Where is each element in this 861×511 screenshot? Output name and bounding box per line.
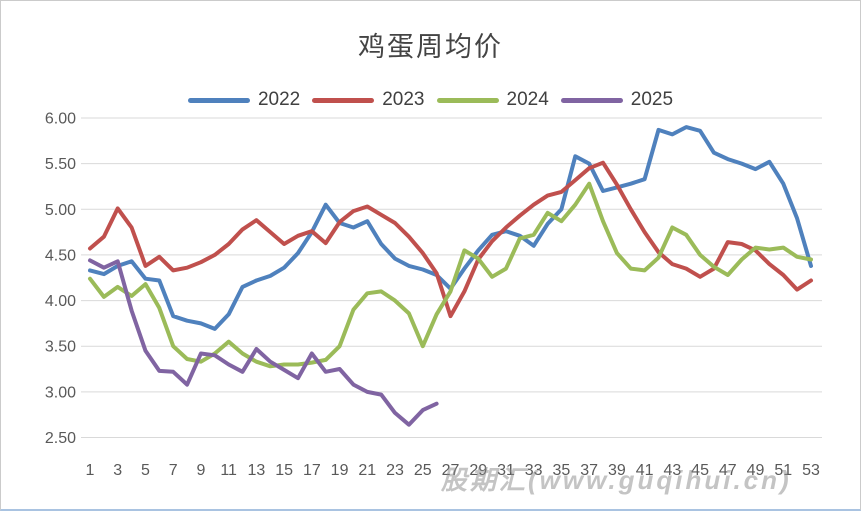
x-tick-label: 39: [608, 462, 626, 479]
legend-item-2022: 2022: [187, 89, 301, 111]
x-tick-label: 35: [553, 462, 571, 479]
x-tick-label: 21: [358, 462, 376, 479]
x-tick-label: 25: [414, 462, 432, 479]
y-tick-label: 3.00: [45, 384, 76, 401]
y-tick-label: 4.00: [45, 293, 76, 310]
x-tick-label: 1: [86, 462, 95, 479]
x-tick-label: 45: [691, 462, 709, 479]
legend-label-2024: 2024: [506, 89, 549, 110]
y-tick-label: 5.00: [45, 202, 76, 219]
legend-item-2025: 2025: [560, 89, 674, 111]
x-tick-label: 29: [469, 462, 487, 479]
x-tick-label: 13: [247, 462, 265, 479]
chart-legend: 2022 2023 2024 2025: [1, 89, 860, 111]
legend-swatch-2022: [187, 97, 250, 103]
chart-title: 鸡蛋周均价: [358, 32, 503, 62]
x-tick-label: 51: [774, 462, 792, 479]
x-tick-label: 17: [303, 462, 321, 479]
x-tick-label: 7: [169, 462, 178, 479]
y-tick-label: 6.00: [45, 111, 76, 128]
x-tick-label: 5: [141, 462, 150, 479]
x-tick-label: 33: [525, 462, 543, 479]
x-tick-label: 31: [497, 462, 515, 479]
x-tick-label: 3: [113, 462, 122, 479]
x-tick-label: 43: [663, 462, 681, 479]
x-tick-label: 47: [719, 462, 737, 479]
y-tick-label: 5.50: [45, 156, 76, 173]
legend-swatch-2023: [312, 97, 375, 103]
legend-swatch-2025: [560, 97, 623, 103]
legend-item-2024: 2024: [436, 89, 549, 111]
series-line-2022: [88, 125, 813, 331]
series-line-2025: [88, 258, 439, 427]
x-tick-label: 15: [275, 462, 293, 479]
legend-item-2023: 2023: [312, 89, 425, 111]
x-tick-label: 27: [442, 462, 460, 479]
x-tick-label: 9: [196, 462, 205, 479]
legend-label-2025: 2025: [630, 89, 674, 110]
x-tick-label: 37: [580, 462, 598, 479]
x-tick-label: 53: [802, 462, 820, 479]
y-tick-label: 4.50: [45, 247, 76, 264]
y-tick-label: 3.50: [45, 339, 76, 356]
x-tick-label: 23: [386, 462, 404, 479]
x-tick-label: 19: [331, 462, 349, 479]
watermark: 股期汇(www.guqihui.cn): [441, 465, 792, 495]
legend-swatch-2024: [436, 97, 499, 103]
y-tick-label: 2.50: [45, 430, 76, 447]
x-tick-label: 49: [747, 462, 765, 479]
x-tick-label: 11: [220, 462, 237, 479]
series-line-2023: [88, 160, 813, 319]
legend-label-2022: 2022: [257, 89, 301, 110]
x-tick-label: 41: [636, 462, 654, 479]
legend-label-2023: 2023: [382, 89, 425, 110]
